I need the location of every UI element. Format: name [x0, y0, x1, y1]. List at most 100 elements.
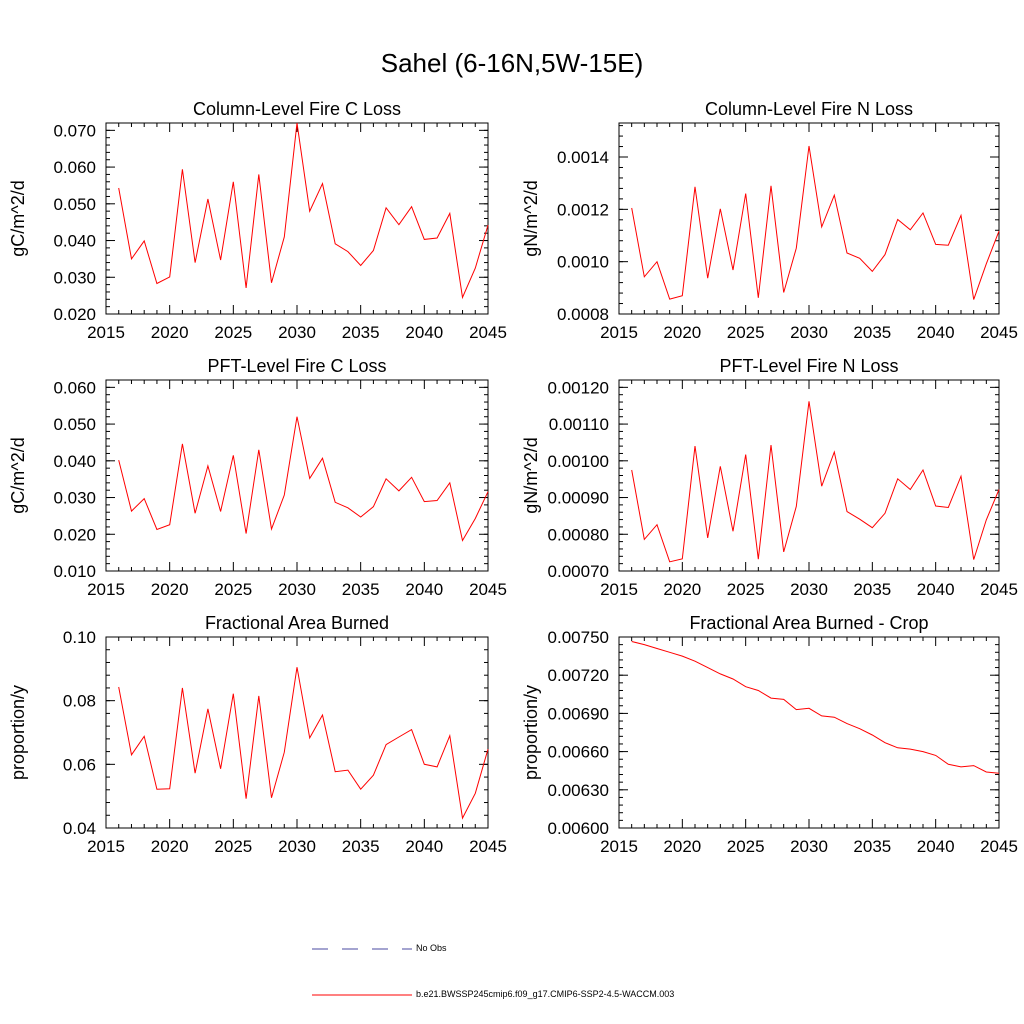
x-tick-label: 2045	[469, 837, 507, 856]
y-tick-label: 0.0010	[557, 253, 609, 272]
y-tick-label: 0.020	[53, 305, 96, 324]
x-tick-label: 2015	[87, 323, 125, 342]
y-tick-label: 0.00070	[548, 562, 609, 581]
x-tick-label: 2025	[727, 837, 765, 856]
x-tick-label: 2040	[405, 580, 443, 599]
series-line	[631, 145, 1000, 300]
y-tick-label: 0.050	[53, 195, 96, 214]
x-tick-label: 2045	[980, 837, 1018, 856]
y-tick-label: 0.06	[63, 755, 96, 774]
series-line	[631, 401, 1000, 563]
y-tick-label: 0.0014	[557, 148, 609, 167]
x-tick-label: 2030	[278, 837, 316, 856]
series-line	[631, 641, 1000, 774]
y-tick-label: 0.00660	[548, 743, 609, 762]
y-axis-label: gC/m^2/d	[8, 437, 28, 513]
y-axis-label: proportion/y	[521, 685, 541, 780]
x-tick-label: 2025	[214, 837, 252, 856]
y-axis-label: gN/m^2/d	[521, 437, 541, 513]
panel-4: PFT-Level Fire N Loss gN/m^2/d 2015 2020 202…	[521, 356, 1018, 599]
y-tick-label: 0.060	[53, 158, 96, 177]
series-line	[118, 667, 489, 820]
x-tick-label: 2030	[790, 580, 828, 599]
y-tick-label: 0.00100	[548, 452, 609, 471]
y-axis-label: gC/m^2/d	[8, 180, 28, 256]
legend-label-no-obs: No Obs	[416, 943, 447, 953]
x-tick-label: 2015	[87, 580, 125, 599]
x-tick-label: 2030	[278, 323, 316, 342]
y-tick-label: 0.0008	[557, 305, 609, 324]
panel-title: PFT-Level Fire N Loss	[719, 356, 898, 376]
panel-6: Fractional Area Burned - Crop proportion/…	[521, 613, 1018, 856]
x-tick-label: 2020	[151, 323, 189, 342]
y-tick-label: 0.00720	[548, 666, 609, 685]
figure-title: Sahel (6-16N,5W-15E)	[380, 48, 644, 78]
x-tick-label: 2045	[469, 323, 507, 342]
x-tick-label: 2045	[469, 580, 507, 599]
y-tick-label: 0.040	[53, 232, 96, 251]
legend-label-model-run: b.e21.BWSSP245cmip6.f09_g17.CMIP6-SSP2-4…	[416, 989, 675, 999]
x-tick-label: 2035	[342, 837, 380, 856]
x-tick-label: 2035	[342, 580, 380, 599]
plot-frame	[618, 122, 1000, 315]
y-tick-label: 0.08	[63, 692, 96, 711]
plot-frame	[618, 379, 1000, 572]
x-tick-label: 2030	[278, 580, 316, 599]
panel-3: PFT-Level Fire C Loss gC/m^2/d 2015 2020 202…	[8, 356, 507, 599]
x-tick-label: 2020	[151, 580, 189, 599]
x-tick-label: 2040	[405, 837, 443, 856]
x-tick-label: 2020	[151, 837, 189, 856]
y-tick-label: 0.0012	[557, 200, 609, 219]
y-tick-label: 0.00690	[548, 704, 609, 723]
panel-title: Fractional Area Burned - Crop	[689, 613, 928, 633]
panel-title: Column-Level Fire C Loss	[193, 99, 401, 119]
x-tick-label: 2035	[853, 580, 891, 599]
x-tick-label: 2015	[600, 580, 638, 599]
series-line	[118, 416, 489, 542]
y-tick-label: 0.00600	[548, 819, 609, 838]
x-tick-label: 2020	[663, 837, 701, 856]
y-axis-label: gN/m^2/d	[521, 180, 541, 256]
y-tick-label: 0.00630	[548, 781, 609, 800]
x-tick-label: 2030	[790, 837, 828, 856]
y-tick-label: 0.030	[53, 489, 96, 508]
x-tick-label: 2035	[853, 837, 891, 856]
x-tick-label: 2040	[405, 323, 443, 342]
x-tick-label: 2015	[600, 323, 638, 342]
y-tick-label: 0.070	[53, 121, 96, 140]
x-tick-label: 2045	[980, 323, 1018, 342]
x-tick-label: 2025	[727, 323, 765, 342]
x-tick-label: 2035	[342, 323, 380, 342]
x-tick-label: 2040	[917, 323, 955, 342]
x-tick-label: 2020	[663, 580, 701, 599]
y-tick-label: 0.00080	[548, 525, 609, 544]
x-tick-label: 2040	[917, 580, 955, 599]
y-tick-label: 0.060	[53, 378, 96, 397]
y-tick-label: 0.10	[63, 628, 96, 647]
x-tick-label: 2015	[87, 837, 125, 856]
x-tick-label: 2040	[917, 837, 955, 856]
x-tick-label: 2045	[980, 580, 1018, 599]
x-tick-label: 2025	[727, 580, 765, 599]
y-tick-label: 0.050	[53, 415, 96, 434]
y-tick-label: 0.00750	[548, 628, 609, 647]
series-line	[118, 122, 489, 300]
y-tick-label: 0.00120	[548, 378, 609, 397]
plot-frame	[105, 636, 489, 829]
x-tick-label: 2015	[600, 837, 638, 856]
y-axis-label: proportion/y	[8, 685, 28, 780]
panel-2: Column-Level Fire N Loss gN/m^2/d 2015 2020…	[521, 99, 1018, 342]
panel-1: Column-Level Fire C Loss gC/m^2/d 2015 2020…	[8, 99, 507, 342]
panel-title: PFT-Level Fire C Loss	[207, 356, 386, 376]
y-tick-label: 0.04	[63, 819, 96, 838]
y-tick-label: 0.00110	[549, 415, 609, 434]
plot-frame	[105, 122, 489, 315]
x-tick-label: 2030	[790, 323, 828, 342]
panel-title: Fractional Area Burned	[205, 613, 389, 633]
x-tick-label: 2035	[853, 323, 891, 342]
plot-frame	[105, 379, 489, 572]
y-tick-label: 0.040	[53, 452, 96, 471]
y-tick-label: 0.010	[53, 562, 96, 581]
x-tick-label: 2020	[663, 323, 701, 342]
